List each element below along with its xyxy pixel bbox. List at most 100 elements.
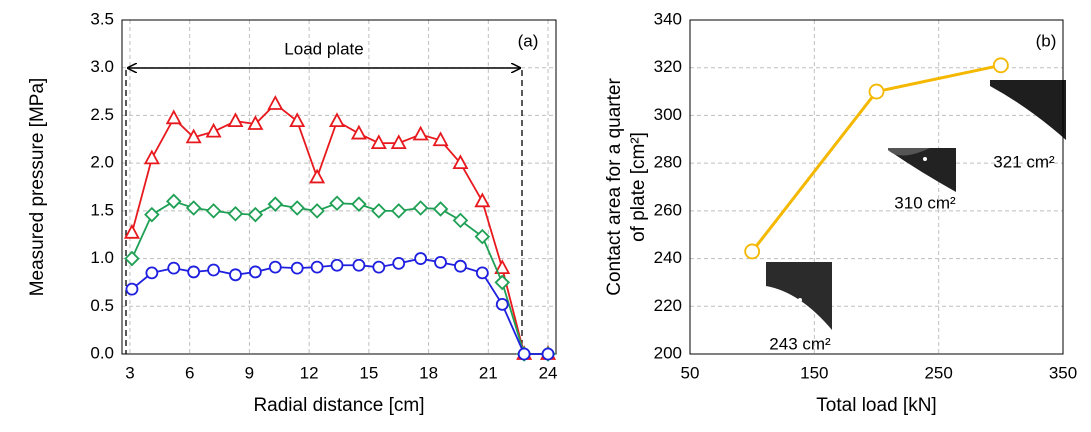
marker bbox=[494, 274, 511, 291]
marker bbox=[474, 228, 491, 245]
x-tick-label: 9 bbox=[245, 363, 254, 382]
x-tick-label: 3 bbox=[125, 363, 134, 382]
y-axis-label: Measured pressure [MPa] bbox=[27, 78, 48, 297]
marker bbox=[143, 149, 160, 165]
value-label: 243 cm² bbox=[769, 334, 831, 353]
marker bbox=[495, 297, 509, 311]
marker bbox=[290, 261, 304, 275]
marker bbox=[185, 200, 202, 216]
marker bbox=[267, 196, 284, 212]
x-tick-label: 6 bbox=[185, 363, 194, 382]
plot-frame bbox=[689, 19, 1064, 355]
y-tick-label: 220 bbox=[654, 296, 682, 315]
x-tick-label: 15 bbox=[359, 363, 378, 382]
x-tick-label: 18 bbox=[419, 363, 438, 382]
x-tick-label: 12 bbox=[300, 363, 319, 382]
x-tick-label: 21 bbox=[479, 363, 498, 382]
marker bbox=[187, 265, 201, 279]
marker bbox=[432, 201, 449, 217]
marker bbox=[392, 256, 406, 270]
annotation: Load plate bbox=[284, 39, 363, 58]
marker bbox=[167, 261, 181, 275]
y-tick-label: 2.5 bbox=[90, 105, 114, 124]
x-tick-label: 350 bbox=[1049, 363, 1077, 382]
y-tick-label: 300 bbox=[654, 105, 682, 124]
marker bbox=[432, 131, 449, 147]
y-tick-label: 1.0 bbox=[90, 248, 114, 267]
marker bbox=[390, 203, 407, 219]
y-tick-label: 0.5 bbox=[90, 296, 114, 315]
panel-label: (b) bbox=[1036, 31, 1057, 50]
marker bbox=[205, 122, 222, 138]
marker bbox=[992, 57, 1009, 74]
marker bbox=[517, 347, 531, 361]
marker bbox=[414, 252, 428, 265]
marker bbox=[352, 258, 366, 272]
y-tick-label: 260 bbox=[654, 200, 682, 219]
contact-image bbox=[766, 80, 1066, 330]
y-tick-label: 320 bbox=[654, 57, 682, 76]
x-tick-label: 24 bbox=[539, 363, 558, 382]
marker bbox=[744, 243, 761, 260]
marker bbox=[372, 260, 386, 274]
marker bbox=[541, 347, 555, 361]
marker bbox=[412, 125, 429, 141]
marker bbox=[371, 203, 387, 219]
marker bbox=[330, 258, 344, 272]
marker bbox=[145, 266, 159, 280]
marker bbox=[144, 206, 160, 223]
marker bbox=[350, 124, 367, 140]
marker bbox=[247, 115, 264, 130]
marker bbox=[412, 200, 429, 216]
panel-label: (a) bbox=[518, 31, 539, 50]
marker bbox=[328, 112, 346, 128]
y-tick-label: 200 bbox=[654, 343, 682, 362]
value-label: 310 cm² bbox=[894, 193, 956, 212]
marker bbox=[207, 263, 220, 277]
marker bbox=[475, 266, 489, 280]
y-tick-label: 280 bbox=[654, 153, 682, 172]
y-tick-label: 2.0 bbox=[90, 153, 114, 172]
marker bbox=[125, 282, 139, 296]
marker bbox=[165, 193, 182, 210]
marker bbox=[205, 203, 222, 219]
marker bbox=[474, 192, 491, 208]
marker bbox=[309, 168, 326, 184]
marker bbox=[268, 260, 282, 274]
x-tick-label: 250 bbox=[924, 363, 952, 382]
marker bbox=[434, 255, 447, 269]
x-axis-label: Radial distance [cm] bbox=[253, 395, 424, 416]
marker bbox=[248, 265, 262, 279]
plot-frame bbox=[121, 19, 557, 355]
marker bbox=[289, 112, 306, 128]
y-tick-label: 0.0 bbox=[90, 343, 114, 362]
x-axis-label: Total load [kN] bbox=[816, 395, 936, 416]
marker bbox=[310, 260, 324, 274]
y-tick-label: 1.5 bbox=[90, 200, 114, 219]
marker bbox=[452, 154, 469, 170]
y-tick-label: 240 bbox=[654, 248, 682, 267]
marker bbox=[227, 205, 244, 222]
marker bbox=[124, 250, 140, 267]
value-label: 321 cm² bbox=[993, 152, 1055, 171]
marker bbox=[452, 212, 469, 229]
marker bbox=[454, 259, 467, 273]
y-tick-label: 3.0 bbox=[90, 57, 114, 76]
marker bbox=[390, 134, 407, 150]
marker bbox=[370, 134, 387, 150]
marker bbox=[868, 83, 885, 100]
x-tick-label: 50 bbox=[681, 363, 700, 382]
marker bbox=[247, 206, 264, 223]
marker bbox=[329, 195, 345, 211]
marker bbox=[185, 128, 202, 144]
marker bbox=[351, 196, 367, 212]
marker bbox=[267, 95, 284, 110]
marker bbox=[123, 223, 140, 239]
y-axis-label: of plate [cm²] bbox=[628, 132, 649, 242]
y-tick-label: 3.5 bbox=[90, 9, 114, 28]
marker bbox=[289, 200, 305, 216]
x-tick-label: 150 bbox=[800, 363, 828, 382]
marker bbox=[227, 112, 244, 128]
marker bbox=[309, 203, 325, 219]
marker bbox=[165, 109, 182, 125]
